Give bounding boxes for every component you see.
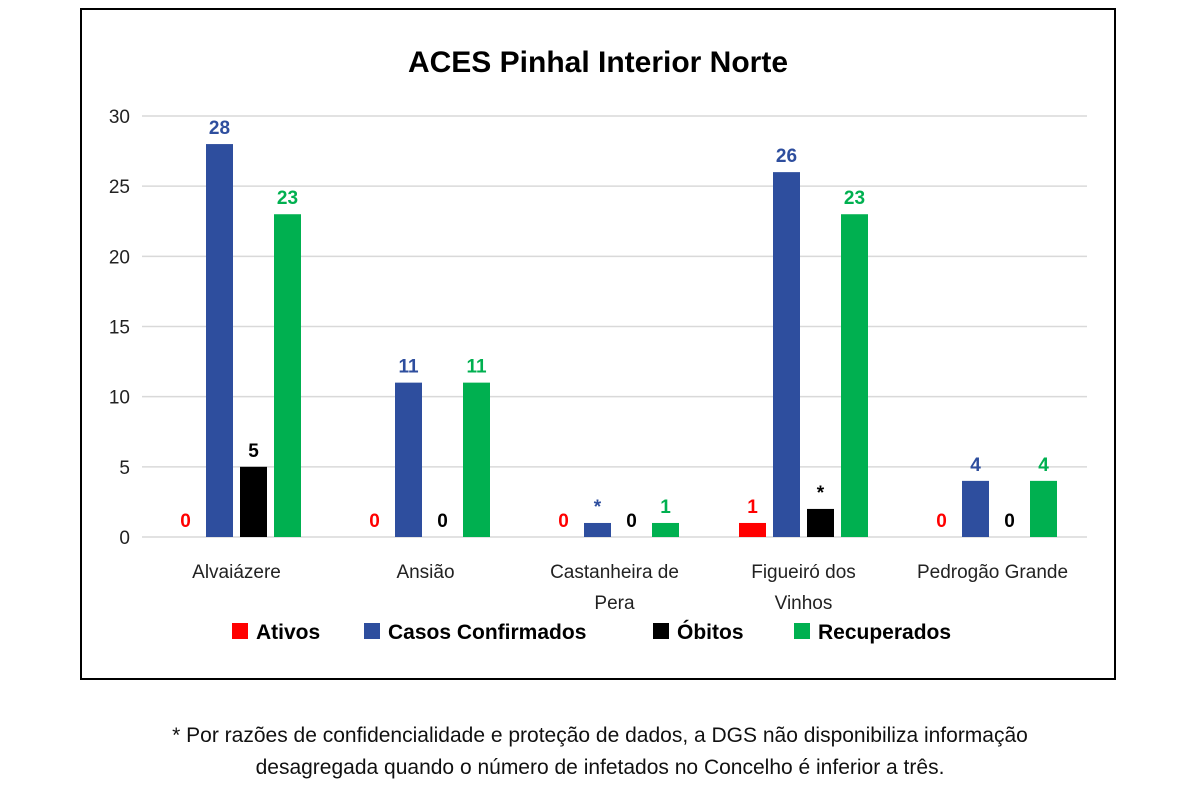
bar-recuperados	[841, 214, 868, 537]
data-label: 1	[660, 497, 671, 518]
bar-casos-confirmados	[773, 172, 800, 537]
x-tick-label: Ansião	[396, 562, 454, 583]
x-tick-label: Pera	[594, 593, 635, 614]
data-label: 0	[369, 511, 380, 532]
bar-recuperados	[1030, 480, 1057, 537]
data-label: 0	[1004, 511, 1015, 532]
legend-label: Ativos	[256, 621, 320, 644]
legend-swatch	[653, 623, 669, 639]
data-label: 26	[776, 146, 797, 167]
y-tick-label: 5	[119, 458, 130, 479]
data-label: 5	[248, 441, 259, 462]
data-label: 4	[1038, 455, 1049, 476]
data-label: *	[594, 497, 602, 518]
x-tick-label: Vinhos	[775, 593, 833, 614]
data-label: 28	[209, 118, 230, 139]
x-tick-label: Figueiró dos	[751, 562, 856, 583]
data-label: 23	[277, 188, 298, 209]
bar--bitos	[807, 508, 834, 537]
data-label: 11	[398, 357, 419, 378]
y-tick-label: 30	[109, 107, 130, 128]
bar-casos-confirmados	[584, 522, 611, 537]
data-label: 0	[437, 511, 448, 532]
data-label: 0	[180, 511, 191, 532]
chart-title: ACES Pinhal Interior Norte	[408, 46, 788, 79]
data-label: 4	[970, 455, 981, 476]
data-label: 23	[844, 188, 865, 209]
legend-swatch	[232, 623, 248, 639]
data-label: 0	[626, 511, 637, 532]
x-tick-label: Castanheira de	[550, 562, 679, 583]
y-tick-label: 15	[109, 318, 130, 339]
footnote-line-1: * Por razões de confidencialidade e prot…	[172, 724, 1028, 747]
bar-recuperados	[652, 522, 679, 537]
y-tick-label: 0	[119, 528, 130, 549]
data-label: 1	[747, 497, 758, 518]
legend-swatch	[794, 623, 810, 639]
data-label: 0	[936, 511, 947, 532]
chart-container: ACES Pinhal Interior Norte 0 5 10 15 20 25 30 0 2…	[80, 8, 1116, 680]
legend-label: Óbitos	[677, 620, 744, 644]
bar-casos-confirmados	[962, 480, 989, 537]
data-label: *	[817, 483, 825, 504]
bar--bitos	[240, 466, 267, 537]
y-tick-label: 20	[109, 247, 130, 268]
y-tick-label: 25	[109, 177, 130, 198]
data-label: 11	[466, 357, 487, 378]
x-tick-label: Pedrogão Grande	[917, 562, 1068, 583]
footnote-line-2: desagregada quando o número de infetados…	[255, 756, 945, 779]
legend-label: Casos Confirmados	[388, 621, 586, 644]
bar-recuperados	[274, 214, 301, 537]
legend-label: Recuperados	[818, 621, 951, 644]
bar-casos-confirmados	[395, 382, 422, 537]
bar-ativos	[739, 522, 766, 537]
bar-chart: ACES Pinhal Interior Norte05101520253002…	[109, 46, 1087, 644]
data-label: 0	[558, 511, 569, 532]
y-tick-label: 10	[109, 388, 130, 409]
bar-recuperados	[463, 382, 490, 537]
bar-casos-confirmados	[206, 144, 233, 538]
legend-swatch	[364, 623, 380, 639]
x-tick-label: Alvaiázere	[192, 562, 281, 583]
